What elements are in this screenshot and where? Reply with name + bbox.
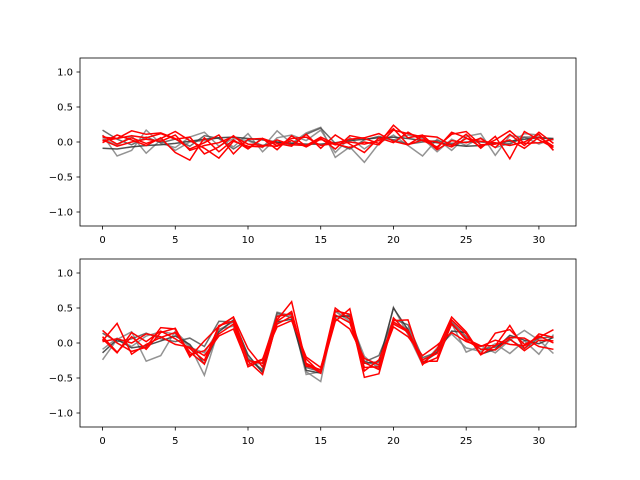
series-line-7: [101, 307, 554, 375]
y-tick-label: 0.5: [57, 304, 73, 315]
x-tick-label: 0: [99, 436, 105, 447]
x-tick-label: 30: [533, 436, 546, 447]
x-tick-label: 10: [242, 235, 255, 246]
x-tick-label: 0: [99, 235, 105, 246]
y-tick-label: 0.0: [57, 339, 73, 350]
series-line-8: [102, 130, 554, 162]
x-tick-label: 15: [314, 436, 327, 447]
series-line-6: [102, 306, 554, 376]
x-tick-label: 15: [314, 235, 327, 246]
y-tick-label: 1.0: [57, 68, 73, 79]
series-line-9: [102, 127, 555, 152]
series-line-7: [102, 129, 554, 160]
y-tick-label: −0.5: [49, 374, 73, 385]
y-tick-label: 0.0: [57, 138, 73, 149]
x-tick-label: 25: [460, 235, 473, 246]
y-tick-label: −0.5: [49, 173, 73, 184]
y-tick-label: 1.0: [57, 269, 73, 280]
x-tick-label: 20: [387, 436, 400, 447]
x-tick-label: 25: [460, 436, 473, 447]
bottom-chart-panel: 0 5 10 15 20 25 30 1.0 0.5 0.0 −0.5 −1.0: [49, 258, 577, 447]
y-tick-label: −1.0: [49, 208, 73, 219]
x-tick-label: 10: [242, 436, 255, 447]
x-tick-label: 20: [387, 235, 400, 246]
x-tick-label: 5: [172, 436, 178, 447]
top-chart-panel: 0 5 10 15 20 25 30 1.0 0.5 0.0 −0.5 −1.0: [49, 57, 577, 246]
series-line-9: [102, 317, 554, 369]
x-tick-label: 5: [172, 235, 178, 246]
x-tick-label: 30: [533, 235, 546, 246]
y-tick-label: 0.5: [57, 103, 73, 114]
y-tick-label: −1.0: [49, 409, 73, 420]
